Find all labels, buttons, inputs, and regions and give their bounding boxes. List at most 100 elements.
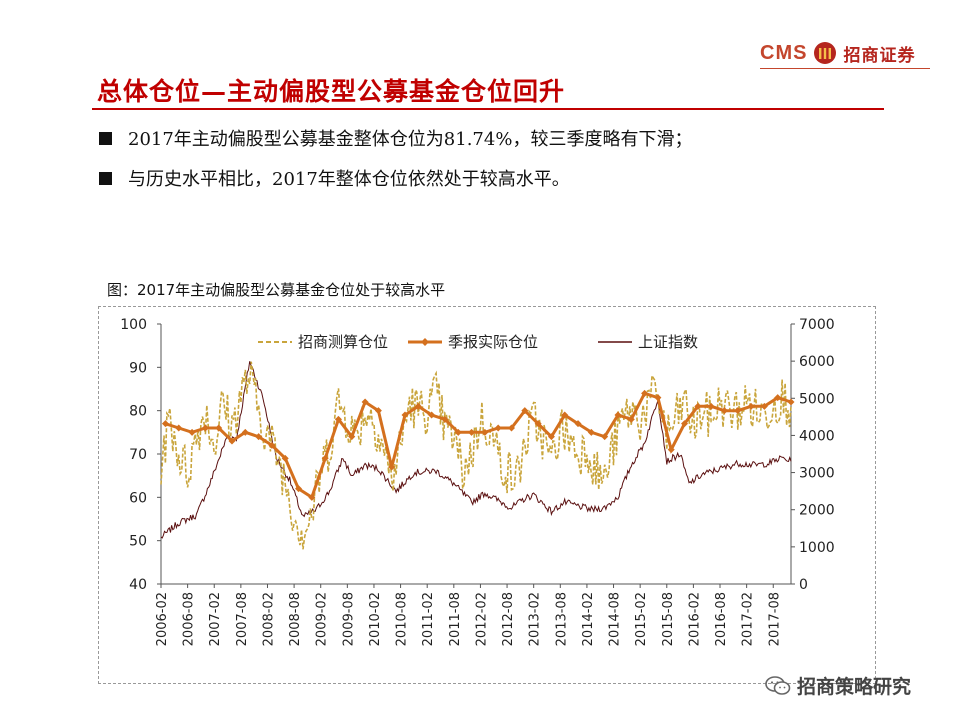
y-left-tick-label: 40 xyxy=(129,577,147,593)
x-tick-label: 2011-08 xyxy=(448,592,463,646)
y-left-tick-label: 80 xyxy=(129,404,147,420)
reported-point-marker xyxy=(574,420,582,428)
brand-latin-text: CMS xyxy=(760,41,808,64)
series-reported-line xyxy=(164,391,792,500)
reported-point-marker xyxy=(734,407,742,415)
reported-point-marker xyxy=(281,454,289,462)
x-tick-label: 2016-08 xyxy=(714,592,729,646)
reported-point-marker xyxy=(268,441,276,449)
reported-point-marker xyxy=(414,402,422,410)
y-right-tick-label: 7000 xyxy=(799,317,835,333)
y-right-tick-label: 3000 xyxy=(799,466,835,482)
page-title: 总体仓位—主动偏股型公募基金仓位回升 xyxy=(97,77,566,106)
brand-underline xyxy=(760,68,930,69)
reported-point-marker xyxy=(681,420,689,428)
reported-point-marker xyxy=(747,402,755,410)
x-tick-label: 2007-08 xyxy=(235,592,250,646)
bullet-text: 2017年主动偏股型公募基金整体仓位为81.74%，较三季度略有下滑； xyxy=(128,129,693,150)
x-tick-label: 2017-08 xyxy=(767,592,782,646)
x-tick-label: 2015-08 xyxy=(661,592,676,646)
x-tick-label: 2012-08 xyxy=(501,592,516,646)
reported-point-marker xyxy=(627,415,635,423)
reported-point-marker xyxy=(215,424,223,432)
reported-point-marker xyxy=(228,437,236,445)
reported-point-marker xyxy=(547,433,555,441)
reported-point-marker xyxy=(334,415,342,423)
reported-point-marker xyxy=(308,493,316,501)
reported-point-marker xyxy=(241,428,249,436)
series-index-line xyxy=(160,361,792,539)
reported-point-marker xyxy=(601,433,609,441)
reported-point-marker xyxy=(188,428,196,436)
y-right-tick-label: 0 xyxy=(799,577,808,593)
reported-point-marker xyxy=(707,402,715,410)
series-estimated-line xyxy=(160,361,792,550)
reported-point-marker xyxy=(507,424,515,432)
x-tick-label: 2007-02 xyxy=(208,592,223,646)
brand-emblem-icon xyxy=(814,42,837,64)
y-left-tick-label: 50 xyxy=(129,534,147,550)
y-left-tick-label: 70 xyxy=(129,447,147,463)
y-right-tick-label: 5000 xyxy=(799,391,835,407)
x-tick-label: 2012-02 xyxy=(474,592,489,646)
x-tick-label: 2006-02 xyxy=(155,592,170,646)
wechat-icon xyxy=(765,675,791,695)
bullet-item: 2017年主动偏股型公募基金整体仓位为81.74%，较三季度略有下滑； xyxy=(95,118,915,158)
reported-point-marker xyxy=(694,402,702,410)
y-left-tick-label: 100 xyxy=(120,317,147,333)
x-tick-label: 2009-08 xyxy=(341,592,356,646)
brand-logo: CMS 招商证券 xyxy=(760,38,935,68)
legend-reported-marker-icon xyxy=(421,338,429,346)
x-tick-label: 2008-02 xyxy=(261,592,276,646)
reported-point-marker xyxy=(201,424,209,432)
reported-point-marker xyxy=(494,424,502,432)
reported-point-marker xyxy=(295,485,303,493)
reported-point-marker xyxy=(428,411,436,419)
y-right-tick-label: 4000 xyxy=(799,428,835,444)
reported-point-marker xyxy=(348,433,356,441)
reported-point-marker xyxy=(521,407,529,415)
reported-point-marker xyxy=(175,424,183,432)
figure-caption: 图：2017年主动偏股型公募基金仓位处于较高水平 xyxy=(107,281,446,299)
x-tick-label: 2015-02 xyxy=(634,592,649,646)
reported-point-marker xyxy=(534,420,542,428)
x-tick-label: 2009-02 xyxy=(315,592,330,646)
x-tick-label: 2014-02 xyxy=(581,592,596,646)
reported-point-marker xyxy=(481,428,489,436)
reported-point-marker xyxy=(720,407,728,415)
legend-index-label: 上证指数 xyxy=(638,333,698,351)
x-tick-label: 2013-02 xyxy=(528,592,543,646)
reported-point-marker xyxy=(561,411,569,419)
reported-point-marker xyxy=(321,454,329,462)
x-tick-label: 2016-02 xyxy=(687,592,702,646)
reported-point-marker xyxy=(654,394,662,402)
reported-point-marker xyxy=(255,433,263,441)
reported-point-marker xyxy=(760,402,768,410)
legend-reported-label: 季报实际仓位 xyxy=(448,333,538,351)
square-bullet-icon xyxy=(99,131,112,145)
brand-name-text: 招商证券 xyxy=(843,45,916,66)
position-chart: 4050607080901000100020003000400050006000… xyxy=(120,317,835,646)
y-right-tick-label: 2000 xyxy=(799,503,835,519)
x-tick-label: 2017-02 xyxy=(741,592,756,646)
title-divider xyxy=(92,108,884,110)
chart-frame xyxy=(98,306,876,684)
bullet-item: 与历史水平相比，2017年整体仓位依然处于较高水平。 xyxy=(95,158,915,198)
reported-point-marker xyxy=(641,389,649,397)
legend-estimated-label: 招商测算仓位 xyxy=(298,333,388,351)
reported-point-marker xyxy=(468,428,476,436)
watermark: 招商策略研究 xyxy=(765,672,911,699)
x-tick-label: 2011-02 xyxy=(421,592,436,646)
y-right-tick-label: 6000 xyxy=(799,354,835,370)
bullet-text: 与历史水平相比，2017年整体仓位依然处于较高水平。 xyxy=(128,169,570,190)
reported-point-marker xyxy=(388,463,396,471)
reported-point-marker xyxy=(361,398,369,406)
square-bullet-icon xyxy=(99,171,112,185)
x-tick-label: 2008-08 xyxy=(288,592,303,646)
x-tick-label: 2010-08 xyxy=(395,592,410,646)
x-tick-label: 2013-08 xyxy=(554,592,569,646)
reported-point-marker xyxy=(774,394,782,402)
watermark-text: 招商策略研究 xyxy=(797,676,912,698)
reported-point-marker xyxy=(787,398,795,406)
